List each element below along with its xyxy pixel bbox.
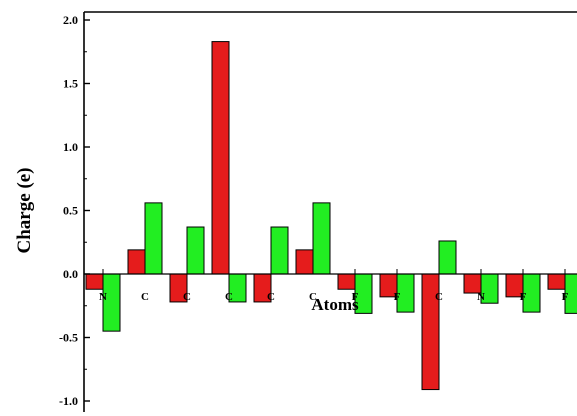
y-tick-label-2: 1.0 [63,140,78,154]
axes-group [83,11,577,412]
category-label-2: C [183,291,191,303]
category-label-0: N [99,291,107,303]
category-label-6: F [352,291,359,303]
y-ticks-group: 2.0 1.5 1.0 0.5 0.0 -0.5 -1.0 [59,13,90,408]
y-tick-label-3: 0.5 [63,204,78,218]
bars-group [85,41,577,391]
category-label-8: C [435,291,443,303]
bar-s2-8 [438,240,457,275]
bar-s1-3 [211,41,230,275]
y-tick-label-4: 0.0 [63,267,78,281]
x-axis-title: Atoms [311,295,359,314]
bar-s1-11 [547,273,566,290]
y-axis-title: Charge (e) [14,168,35,254]
category-label-10: F [520,291,527,303]
y-tick-label-1: 1.5 [63,77,78,91]
category-label-5: C [309,291,317,303]
bar-s1-1 [127,249,146,275]
bar-s2-4 [270,226,289,275]
bar-s1-6 [337,273,356,290]
category-label-7: F [394,291,401,303]
category-label-3: C [225,291,233,303]
bar-s1-5 [295,249,314,275]
bar-s2-5 [312,202,331,275]
y-tick-label-6: -1.0 [59,394,78,408]
category-label-4: C [267,291,275,303]
bar-s2-1 [144,202,163,275]
y-tick-label-5: -0.5 [59,331,78,345]
bar-s2-2 [186,226,205,275]
bar-s1-0 [85,273,104,290]
category-label-1: C [141,291,149,303]
category-label-9: N [477,291,485,303]
y-tick-label-0: 2.0 [63,13,78,27]
category-label-11: F [562,291,569,303]
